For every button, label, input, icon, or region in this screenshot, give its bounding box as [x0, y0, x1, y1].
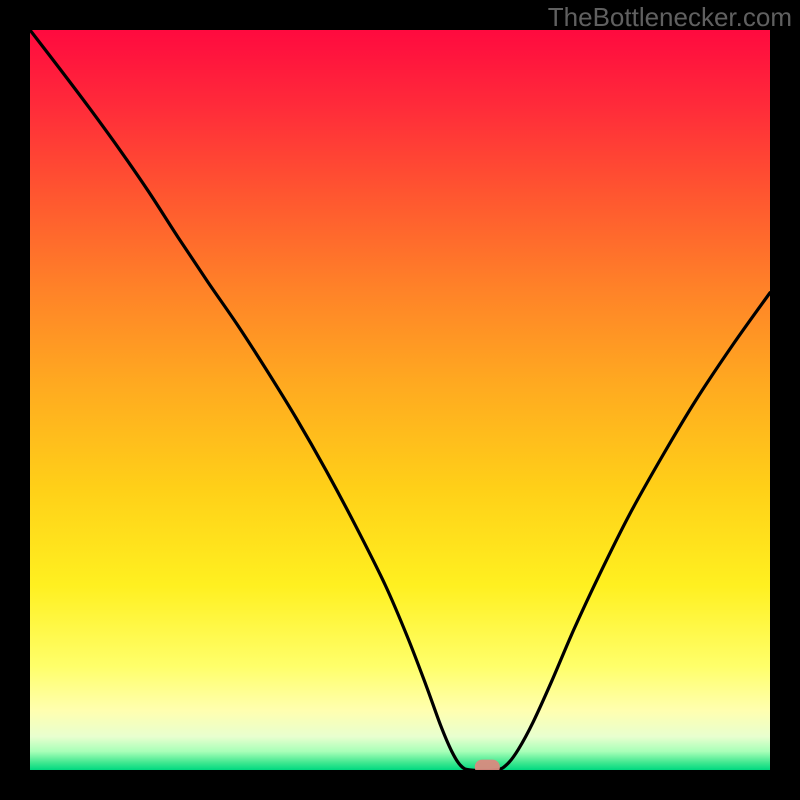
chart-svg [30, 30, 770, 770]
gradient-background [30, 30, 770, 770]
attribution-text: TheBottlenecker.com [548, 2, 792, 33]
plot-area [30, 30, 770, 770]
optimal-point-marker [475, 760, 500, 770]
chart-frame: TheBottlenecker.com [0, 0, 800, 800]
